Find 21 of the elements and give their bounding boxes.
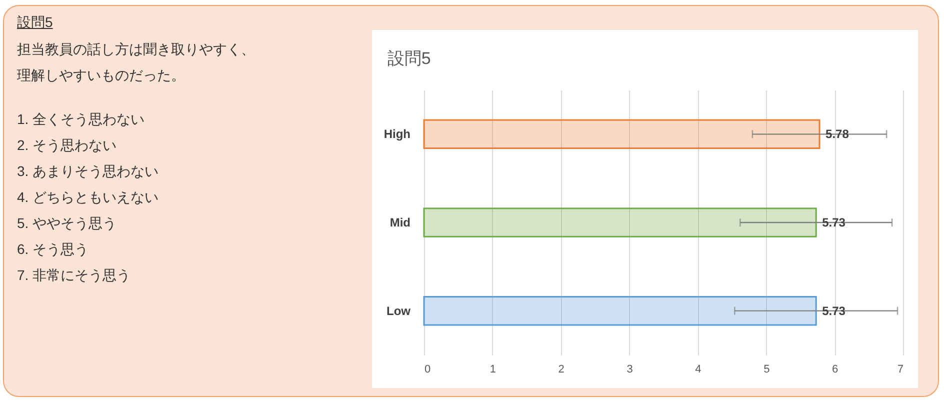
text: 設問5 [17, 14, 54, 32]
text: 2. そう思わない [17, 136, 118, 155]
x-tick-label: 2 [558, 364, 564, 376]
x-tick-label: 6 [832, 364, 838, 376]
text: 7. 非常にそう思う [17, 266, 132, 285]
text: 4. どちらともいえない [17, 188, 160, 207]
x-tick-label: 7 [897, 364, 904, 376]
x-tick-label: 1 [490, 364, 496, 376]
text: 1. 全くそう思わない [17, 110, 146, 129]
chart-title: 設問5 [387, 49, 431, 68]
text: 5. ややそう思う [17, 214, 118, 233]
y-tick-label: High [384, 127, 410, 142]
x-tick-label: 0 [424, 364, 431, 376]
text: 3. あまりそう思わない [17, 162, 160, 181]
text: 担当教員の話し方は聞き取りやすく、理解しやすいものだった。 [17, 40, 256, 85]
text: 6. そう思う [17, 240, 90, 259]
x-tick-label: 4 [695, 364, 702, 376]
y-tick-label: Mid [390, 216, 410, 230]
x-tick-label: 5 [764, 364, 770, 376]
y-tick-label: Low [386, 304, 412, 318]
x-tick-label: 3 [626, 364, 633, 376]
